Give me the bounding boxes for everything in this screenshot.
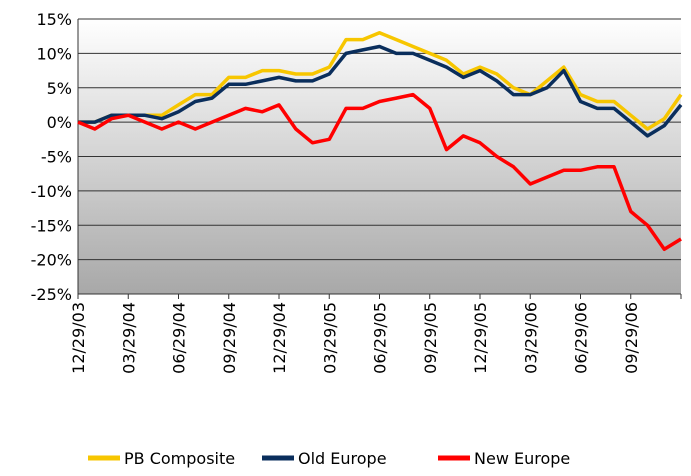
- y-tick-label: -25%: [31, 285, 72, 304]
- x-tick-label: 03/29/05: [320, 302, 339, 374]
- x-tick-label: 12/29/04: [270, 302, 289, 374]
- x-tick-label: 12/29/05: [471, 302, 490, 374]
- x-tick-label: 03/29/04: [119, 302, 138, 374]
- x-tick-label: 12/29/03: [69, 302, 88, 374]
- x-tick-label: 09/29/04: [220, 302, 239, 374]
- legend-label: New Europe: [474, 449, 570, 468]
- x-tick-label: 03/29/06: [521, 302, 540, 374]
- x-tick-label: 06/29/05: [371, 302, 390, 374]
- y-tick-label: 0%: [47, 113, 72, 132]
- x-tick-label: 06/29/04: [170, 302, 189, 374]
- y-tick-label: -15%: [31, 216, 72, 235]
- legend-label: Old Europe: [298, 449, 387, 468]
- x-tick-label: 09/29/06: [622, 302, 641, 374]
- x-tick-label: 09/29/05: [421, 302, 440, 374]
- line: [78, 44, 683, 138]
- y-tick-label: 5%: [47, 79, 72, 98]
- y-tick-label: -5%: [41, 148, 72, 167]
- x-tick-label: 06/29/06: [572, 302, 591, 374]
- y-tick-label: -10%: [31, 182, 72, 201]
- line: [78, 31, 683, 131]
- y-tick-label: -20%: [31, 251, 72, 270]
- y-tick-label: 10%: [36, 44, 72, 63]
- legend-label: PB Composite: [124, 449, 235, 468]
- y-tick-label: 15%: [36, 10, 72, 29]
- line: [77, 92, 682, 252]
